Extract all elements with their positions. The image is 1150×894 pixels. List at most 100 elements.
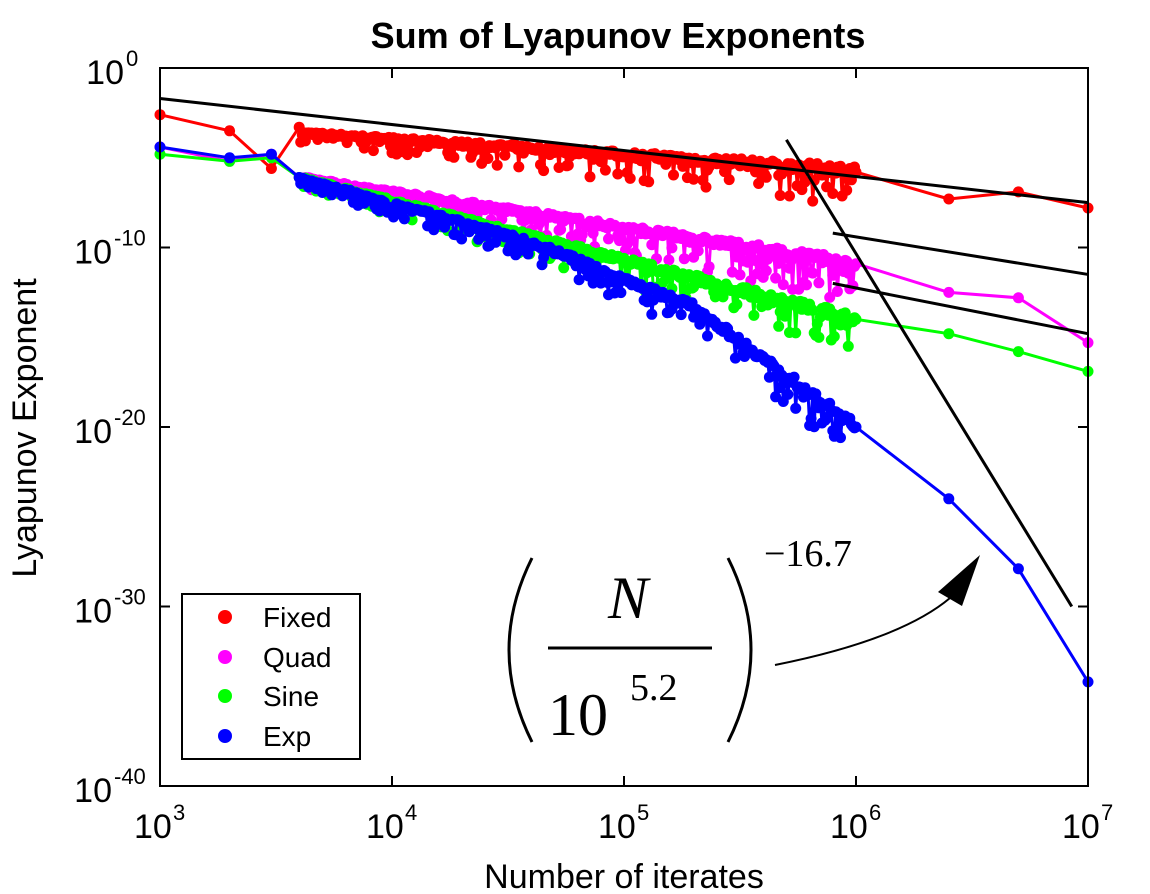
data-point-exp (782, 388, 794, 400)
annotation-arrow-line (774, 597, 951, 666)
x-tick-label-exponent: 4 (405, 800, 417, 825)
data-point-fixed (584, 171, 596, 183)
data-point-fixed (784, 190, 795, 202)
data-point-sine (748, 309, 760, 321)
formula-right-paren (726, 557, 753, 743)
data-point-sine (842, 340, 854, 352)
fit-line (159, 97, 1089, 205)
fit-line (832, 231, 1089, 276)
data-point-fixed (562, 159, 574, 171)
data-point-exp (821, 413, 833, 424)
data-point-quad (827, 269, 839, 281)
data-point-exp (835, 432, 846, 444)
legend-label-fixed: Fixed (263, 602, 331, 633)
data-point-quad (555, 224, 567, 235)
data-point-exp (850, 421, 862, 433)
data-point-fixed (367, 145, 379, 157)
legend-item-exp: Exp (218, 721, 311, 752)
data-point-sine (558, 262, 570, 274)
legend-marker-sine (218, 689, 232, 703)
x-axis-ticks: 10 3 10 4 10 5 10 6 10 7 (134, 68, 1113, 846)
legend-item-quad: Quad (218, 642, 332, 673)
fit-line (832, 281, 1089, 336)
data-point-quad (626, 234, 638, 246)
data-point-exp (774, 382, 786, 394)
legend-marker-fixed (218, 610, 232, 624)
data-point-fixed (943, 193, 955, 205)
data-point-quad (576, 229, 588, 241)
data-point-fixed (723, 174, 735, 186)
y-tick-label: 10 (74, 772, 112, 810)
data-point-sine (779, 310, 791, 322)
data-point-exp (224, 152, 236, 164)
data-point-exp (788, 371, 800, 383)
data-point-fixed (224, 125, 236, 137)
y-tick-label-exponent: 0 (126, 46, 138, 71)
data-point-quad (663, 254, 675, 266)
data-point-fixed (700, 181, 712, 193)
formula-numerator: N (607, 565, 651, 631)
data-point-fixed (774, 190, 786, 201)
data-point-sine (731, 298, 743, 310)
data-point-fixed (807, 195, 819, 207)
x-tick-label-exponent: 7 (1101, 800, 1113, 825)
data-point-fixed (599, 164, 611, 176)
y-tick-label-exponent: -10 (114, 226, 146, 251)
data-point-sine (646, 259, 658, 271)
data-point-fixed (760, 171, 772, 183)
series-fixed (154, 109, 1094, 214)
data-point-fixed (643, 176, 655, 188)
x-tick-label: 10 (1062, 808, 1100, 846)
formula-denominator-exponent: 5.2 (630, 667, 678, 709)
data-point-exp (398, 213, 410, 225)
data-point-sine (807, 304, 819, 316)
y-tick-label: 10 (86, 54, 124, 92)
data-point-fixed (668, 169, 679, 181)
legend-item-sine: Sine (218, 681, 319, 712)
x-tick-label-exponent: 3 (173, 800, 185, 825)
data-point-fixed (624, 172, 636, 184)
data-point-quad (813, 277, 825, 289)
data-point-quad (603, 233, 614, 245)
data-point-fixed (491, 159, 503, 171)
y-tick-label: 10 (74, 234, 112, 272)
data-point-exp (790, 402, 802, 414)
data-point-fixed (719, 166, 730, 178)
legend-label-exp: Exp (263, 721, 311, 752)
data-point-quad (1012, 292, 1024, 304)
data-point-fixed (482, 153, 494, 164)
fit-line (785, 139, 1074, 608)
data-point-fixed (538, 165, 550, 177)
data-point-sine (790, 327, 802, 339)
data-point-fixed (841, 184, 853, 196)
data-point-exp (265, 148, 277, 160)
data-point-exp (675, 309, 687, 321)
formula-denominator-base: 10 (548, 682, 608, 748)
legend-label-quad: Quad (263, 642, 332, 673)
data-point-exp (615, 287, 627, 299)
data-point-exp (702, 330, 713, 342)
data-point-quad (777, 279, 789, 291)
data-point-quad (692, 245, 704, 257)
legend-item-fixed: Fixed (218, 602, 331, 633)
chart-title: Sum of Lyapunov Exponents (371, 15, 866, 56)
series-exp (154, 141, 1094, 688)
data-point-quad (831, 286, 843, 297)
data-point-fixed (265, 163, 277, 174)
data-point-sine (1012, 346, 1024, 358)
data-point-quad (807, 267, 819, 279)
data-point-quad (646, 239, 658, 251)
data-point-quad (666, 242, 678, 254)
x-tick-label: 10 (830, 808, 868, 846)
x-tick-label: 10 (598, 808, 636, 846)
data-point-sine (828, 331, 840, 342)
data-point-quad (678, 253, 690, 265)
legend-marker-quad (218, 650, 232, 664)
data-point-quad (943, 286, 955, 298)
data-point-quad (801, 279, 812, 291)
data-point-quad (824, 291, 836, 303)
y-tick-label-exponent: -40 (114, 764, 146, 789)
fit-formula-annotation: N 10 5.2 −16.7 (507, 533, 980, 748)
